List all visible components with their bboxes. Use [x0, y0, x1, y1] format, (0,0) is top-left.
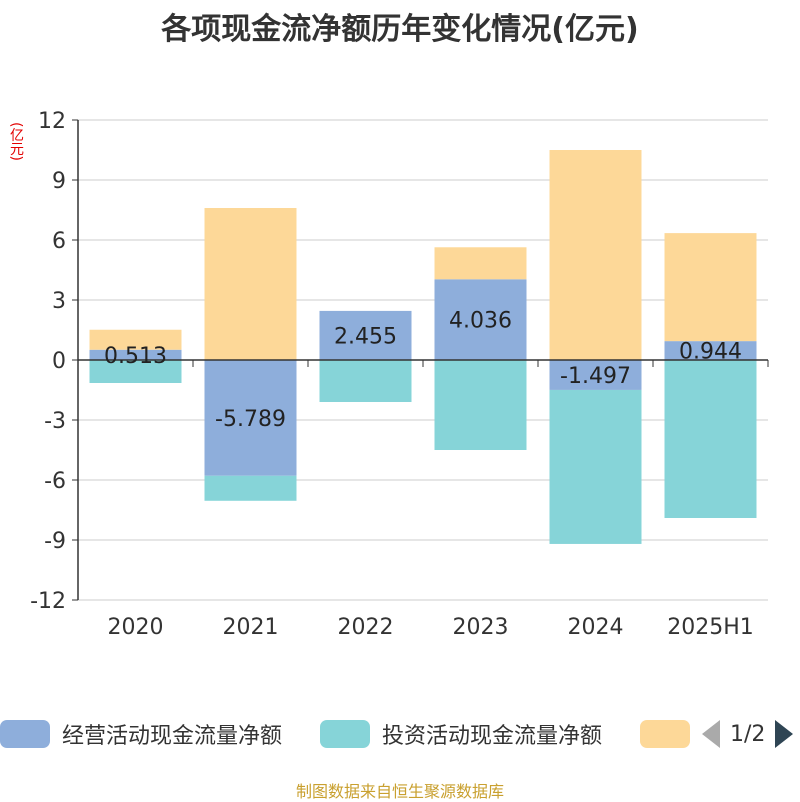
- x-category-label: 2020: [108, 615, 164, 640]
- x-category-label: 2023: [453, 615, 509, 640]
- legend-item-operating[interactable]: 经营活动现金流量净额: [0, 716, 282, 752]
- third-series-bar: [204, 208, 297, 360]
- legend-next-page-icon[interactable]: [775, 720, 794, 748]
- operating-bar: [664, 341, 757, 360]
- operating-bar: [89, 349, 182, 360]
- operating-bar: [434, 279, 527, 360]
- y-axis-unit-label: (亿元): [8, 122, 24, 161]
- x-category-label: 2025H1: [667, 615, 754, 640]
- operating-bar: [319, 310, 412, 360]
- operating-value-label: 2.455: [334, 324, 397, 349]
- operating-value-label: -5.789: [215, 407, 286, 432]
- investing-bar: [434, 360, 527, 450]
- operating-value-label: 0.944: [679, 340, 742, 365]
- operating-bar: [549, 360, 642, 390]
- y-tick-label: -3: [44, 409, 66, 434]
- investing-bar: [204, 475, 297, 501]
- legend-prev-page-icon[interactable]: [702, 720, 720, 748]
- legend-pager: 1/2: [702, 716, 794, 752]
- x-category-label: 2021: [223, 615, 279, 640]
- legend-swatch-investing: [320, 720, 370, 748]
- legend-item-investing[interactable]: 投资活动现金流量净额: [320, 716, 602, 752]
- y-tick-label: 0: [52, 349, 66, 374]
- legend-label-investing: 投资活动现金流量净额: [382, 724, 603, 749]
- investing-bar: [549, 389, 642, 544]
- x-category-label: 2024: [568, 615, 624, 640]
- chart-title: 各项现金流净额历年变化情况(亿元): [161, 12, 639, 47]
- legend-swatch-third: [640, 720, 690, 748]
- third-series-bar: [549, 150, 642, 360]
- operating-value-label: 0.513: [104, 344, 167, 369]
- y-tick-label: 9: [52, 169, 66, 194]
- operating-value-label: -1.497: [560, 364, 631, 389]
- y-tick-label: 6: [52, 229, 66, 254]
- x-category-label: 2022: [338, 615, 394, 640]
- operating-value-label: 4.036: [449, 309, 512, 334]
- legend-label-operating: 经营活动现金流量净额: [62, 724, 283, 749]
- third-series-bar: [664, 233, 757, 342]
- y-tick-label: -12: [30, 589, 66, 614]
- investing-bar: [89, 360, 182, 383]
- third-series-bar: [434, 247, 527, 280]
- y-tick-label: -9: [44, 529, 66, 554]
- bar-chart: 12 9 6 3 0 -3 -6 -9 -12 0.513 -5.789 2.455 4.036 -1.4…: [30, 109, 769, 640]
- investing-bar: [664, 360, 757, 518]
- y-tick-label: -6: [44, 469, 66, 494]
- operating-bar: [204, 360, 297, 476]
- legend-swatch-operating: [0, 720, 50, 748]
- y-tick-label: 3: [52, 289, 66, 314]
- legend: 经营活动现金流量净额 投资活动现金流量净额 1/2: [0, 716, 800, 756]
- third-series-bar: [89, 329, 182, 350]
- legend-page-indicator: 1/2: [730, 721, 766, 747]
- legend-item-third[interactable]: [640, 716, 690, 752]
- investing-bar: [319, 360, 412, 402]
- data-source-note: 制图数据来自恒生聚源数据库: [295, 782, 504, 801]
- y-tick-label: 12: [38, 109, 66, 134]
